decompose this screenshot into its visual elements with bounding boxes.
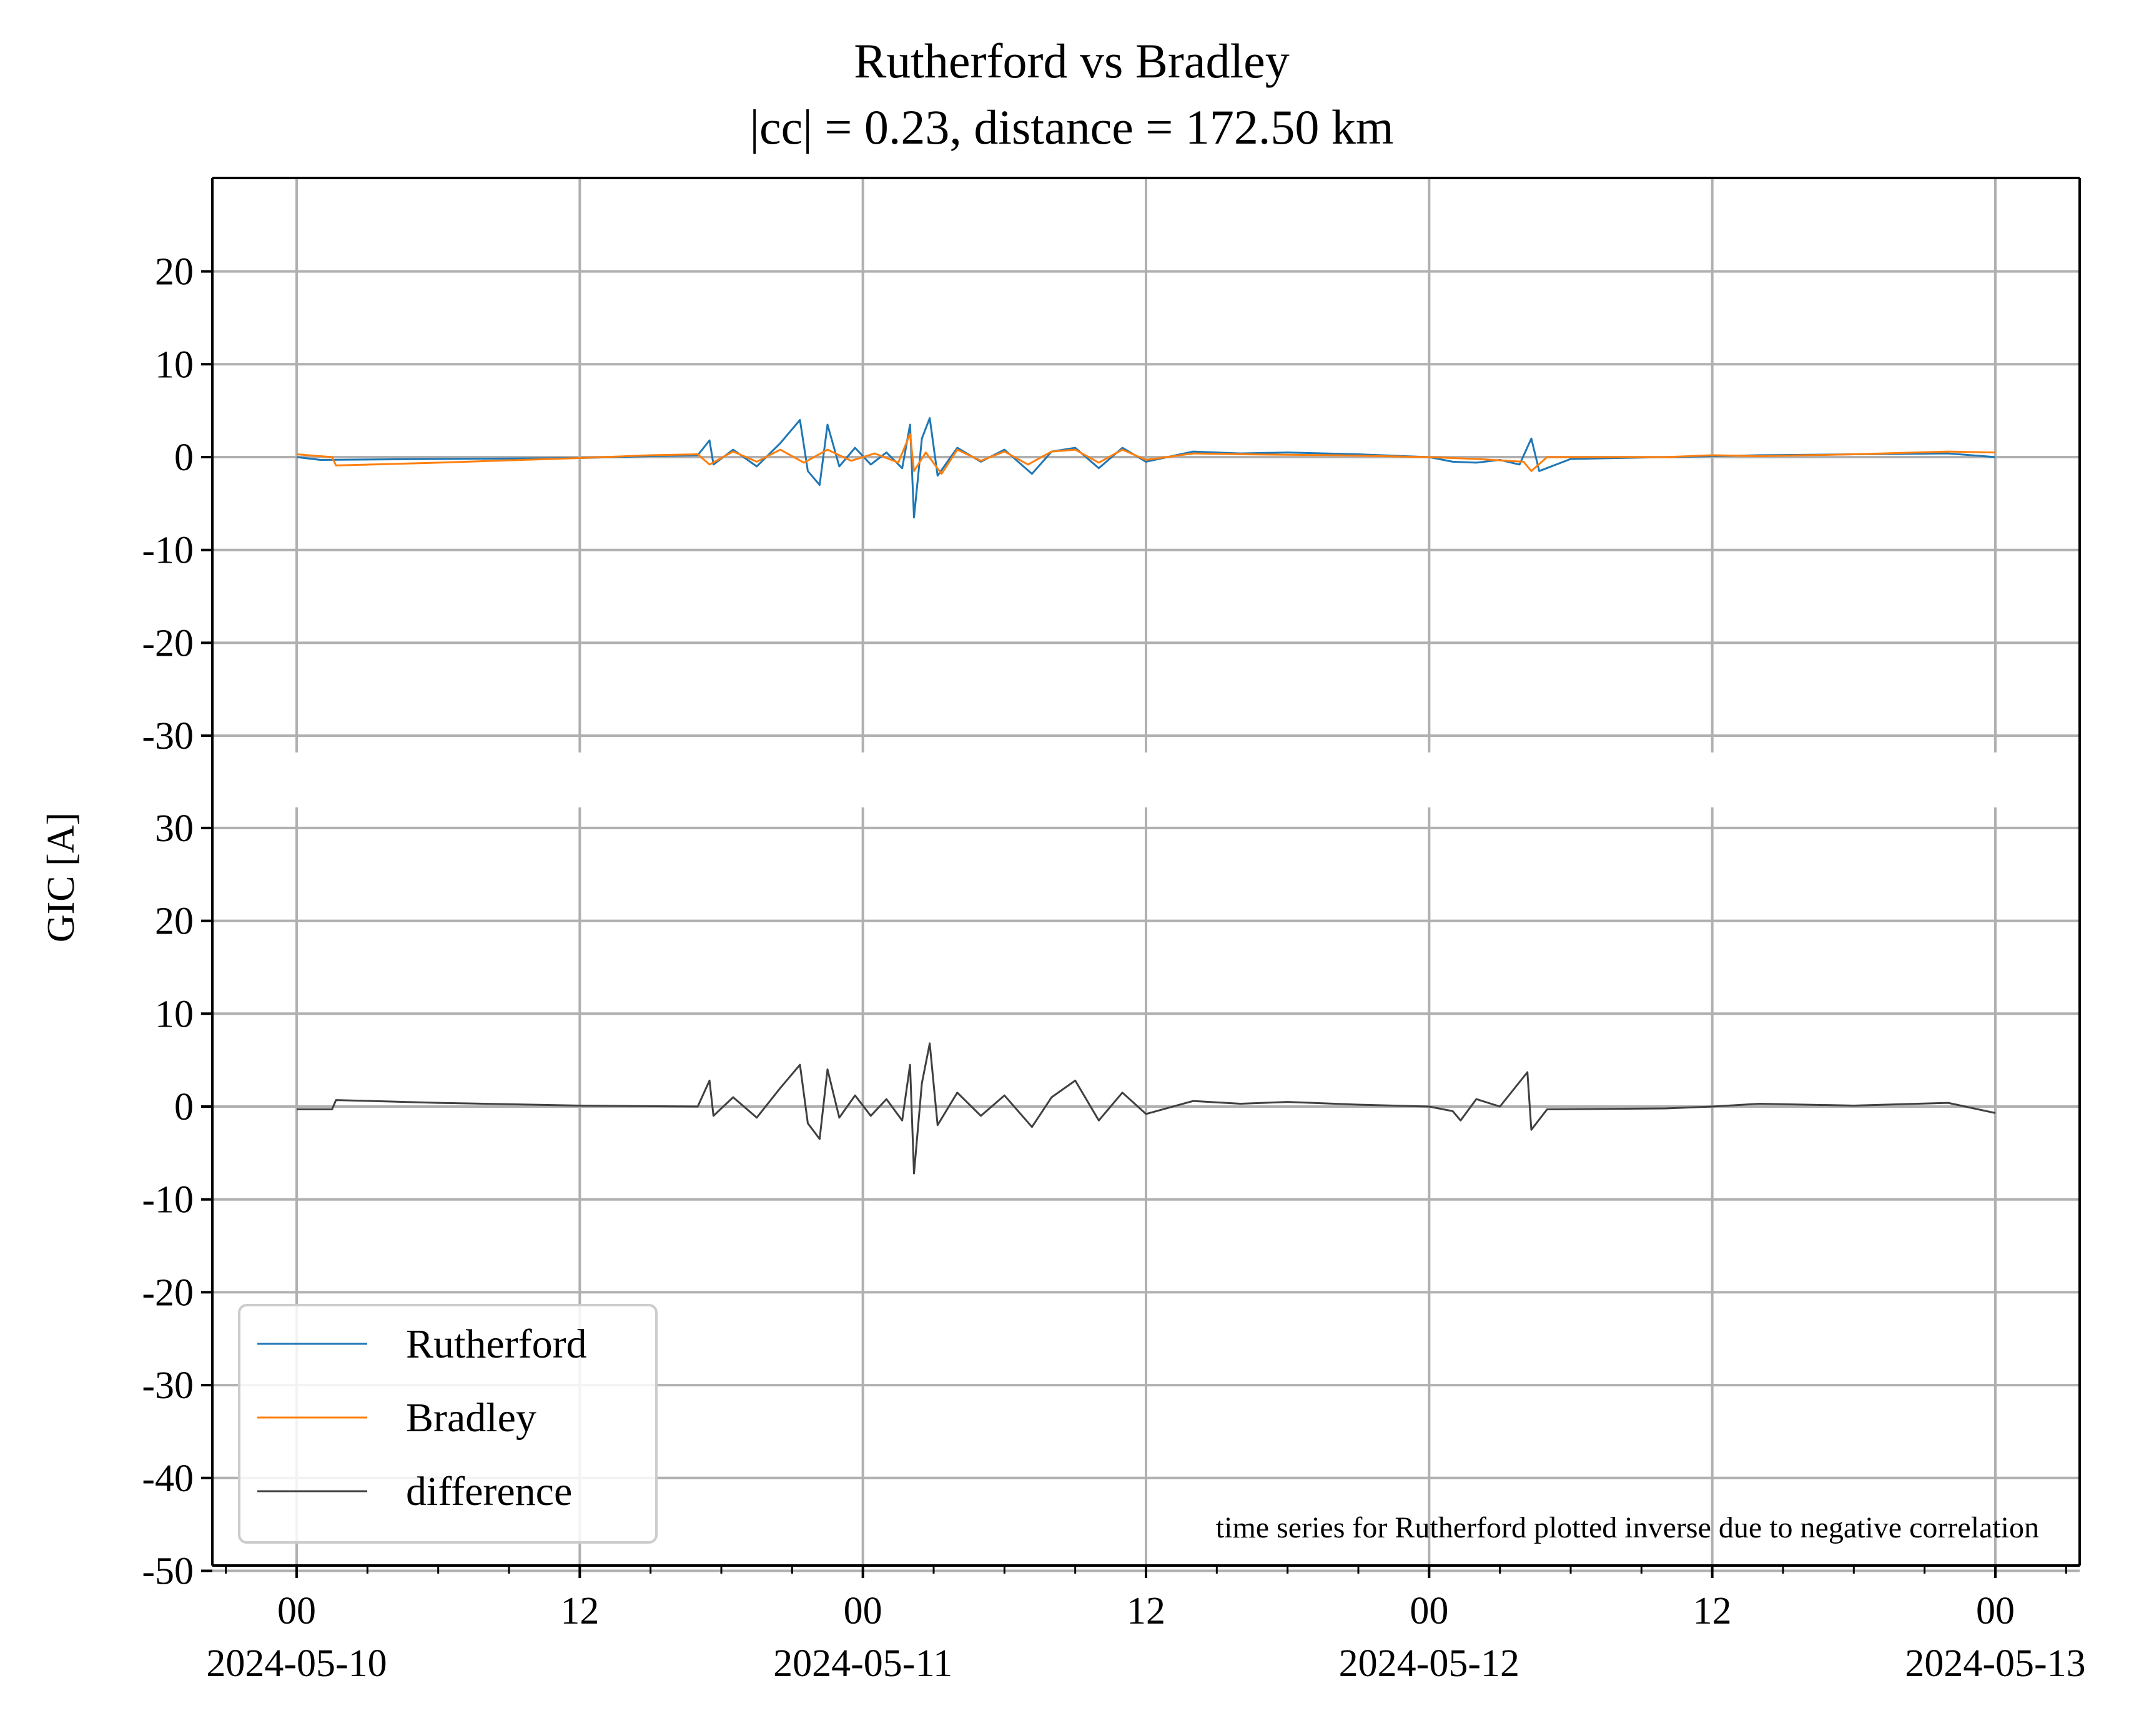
y-tick-label: -20 <box>142 1271 194 1314</box>
x-axis: 00 2024-05-10 12 00 2024-05-11 12 00 2024-05-12… <box>206 177 2086 1685</box>
y-tick-label: -50 <box>142 1551 194 1593</box>
chart-subtitle: |cc| = 0.23, distance = 172.50 km <box>749 100 1393 154</box>
x-tick-date-label: 2024-05-13 <box>1905 1642 2085 1685</box>
x-tick-label: 00 <box>844 1590 882 1632</box>
x-tick-label: 12 <box>1127 1590 1165 1632</box>
legend: Rutherford Bradley difference <box>238 1304 658 1544</box>
y-tick-label: -30 <box>142 1364 194 1407</box>
y-tick-label: -10 <box>142 530 194 572</box>
y-tick-label: 0 <box>174 1086 194 1128</box>
y-tick-label: -30 <box>142 715 194 757</box>
x-tick-date-label: 2024-05-10 <box>206 1642 387 1685</box>
y-tick-label: -40 <box>142 1457 194 1500</box>
legend-box <box>238 1304 658 1544</box>
y-axis-label: GIC [A] <box>40 812 82 942</box>
y-tick-label: 10 <box>155 343 194 386</box>
series-line-bradley <box>296 433 1996 475</box>
x-tick-label: 00 <box>1976 1590 2015 1632</box>
y-tick-label: 0 <box>174 436 194 479</box>
top-panel: 20 10 0 -10 -20 -30 <box>142 178 2080 757</box>
x-tick-label: 12 <box>1693 1590 1732 1632</box>
y-tick-label: 20 <box>155 251 194 293</box>
chart-title: Rutherford vs Bradley <box>854 34 1290 88</box>
chart-annotation: time series for Rutherford plotted inver… <box>1216 1511 2039 1544</box>
y-tick-label: 20 <box>155 900 194 943</box>
x-tick-date-label: 2024-05-12 <box>1339 1642 1519 1685</box>
x-tick-label: 00 <box>1410 1590 1448 1632</box>
y-tick-label: -20 <box>142 622 194 664</box>
series-line-difference <box>297 1042 1996 1175</box>
y-tick-label: 10 <box>155 993 194 1035</box>
x-tick-date-label: 2024-05-11 <box>773 1642 952 1685</box>
legend-label-rutherford: Rutherford <box>406 1321 587 1367</box>
x-tick-label: 00 <box>277 1590 316 1632</box>
x-tick-label: 12 <box>560 1590 599 1632</box>
legend-label-bradley: Bradley <box>406 1395 536 1441</box>
legend-label-difference: difference <box>406 1469 572 1514</box>
y-tick-label: -10 <box>142 1179 194 1221</box>
y-tick-label: 30 <box>155 807 194 850</box>
